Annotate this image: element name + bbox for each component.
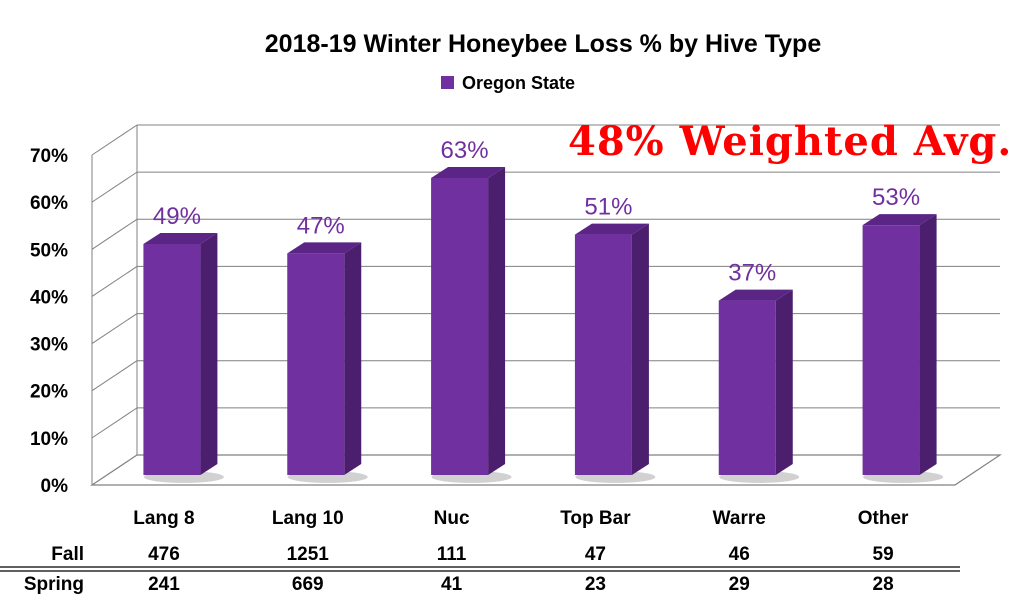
table-row-label: Spring — [24, 574, 84, 595]
bar — [574, 234, 632, 475]
data-label: 37% — [728, 260, 776, 287]
bar-top — [287, 242, 362, 254]
chart-title: 2018-19 Winter Honeybee Loss % by Hive T… — [265, 30, 822, 58]
side-gridline — [91, 360, 138, 392]
bar — [431, 178, 489, 475]
table-cell: 1251 — [287, 544, 330, 565]
side-gridline — [91, 313, 138, 344]
x-tick-label: Lang 8 — [133, 508, 194, 529]
legend-swatch — [441, 76, 454, 89]
bar — [718, 300, 776, 475]
x-tick-label: Nuc — [434, 508, 470, 529]
y-tick-label: 30% — [30, 335, 68, 356]
y-tick-label: 50% — [30, 240, 68, 261]
y-tick-label: 60% — [30, 193, 68, 214]
table-cell: 241 — [148, 574, 180, 595]
bar-top — [431, 167, 506, 178]
data-label: 53% — [872, 184, 920, 211]
y-tick-label: 70% — [30, 146, 68, 167]
side-gridline — [91, 171, 138, 203]
x-tick-label: Top Bar — [560, 508, 631, 529]
side-gridline — [91, 266, 138, 297]
data-label: 51% — [584, 194, 632, 221]
x-tick-label: Lang 10 — [272, 508, 344, 529]
bar-side — [775, 289, 793, 475]
bar-top — [718, 289, 793, 301]
table-cell: 23 — [585, 574, 606, 595]
data-label: 63% — [441, 137, 489, 164]
bar — [143, 244, 201, 475]
bar-side — [344, 242, 362, 475]
side-gridline — [91, 124, 138, 156]
y-tick-label: 40% — [30, 287, 68, 308]
table-cell: 111 — [437, 544, 467, 565]
bar-side — [488, 167, 506, 475]
table-cell: 47 — [585, 544, 606, 565]
bar-top — [574, 223, 649, 235]
y-tick-label: 10% — [30, 429, 68, 450]
x-tick-label: Other — [858, 508, 909, 529]
table-cell: 669 — [292, 574, 324, 595]
y-tick-label: 0% — [41, 476, 69, 497]
table-cell: 29 — [729, 574, 750, 595]
table-cell: 28 — [873, 574, 894, 595]
bar — [287, 253, 345, 475]
weighted-average-annotation: 48% Weighted Avg. — [568, 118, 1013, 165]
bar-top — [143, 233, 218, 244]
side-gridline — [91, 218, 138, 250]
table-cell: 59 — [873, 544, 894, 565]
bar-side — [919, 214, 937, 475]
bar-side — [631, 223, 649, 475]
table-cell: 46 — [729, 544, 750, 565]
bar-side — [200, 233, 218, 475]
data-label: 49% — [153, 203, 201, 230]
side-gridline — [91, 407, 138, 439]
data-label: 47% — [297, 212, 345, 239]
table-row-label: Fall — [51, 544, 84, 565]
legend-label: Oregon State — [462, 73, 575, 93]
table-cell: 41 — [441, 574, 463, 595]
bar-top — [862, 214, 937, 226]
table-cell: 476 — [148, 544, 180, 565]
x-tick-label: Warre — [713, 508, 766, 529]
bar — [862, 225, 920, 475]
y-tick-label: 20% — [30, 382, 68, 403]
